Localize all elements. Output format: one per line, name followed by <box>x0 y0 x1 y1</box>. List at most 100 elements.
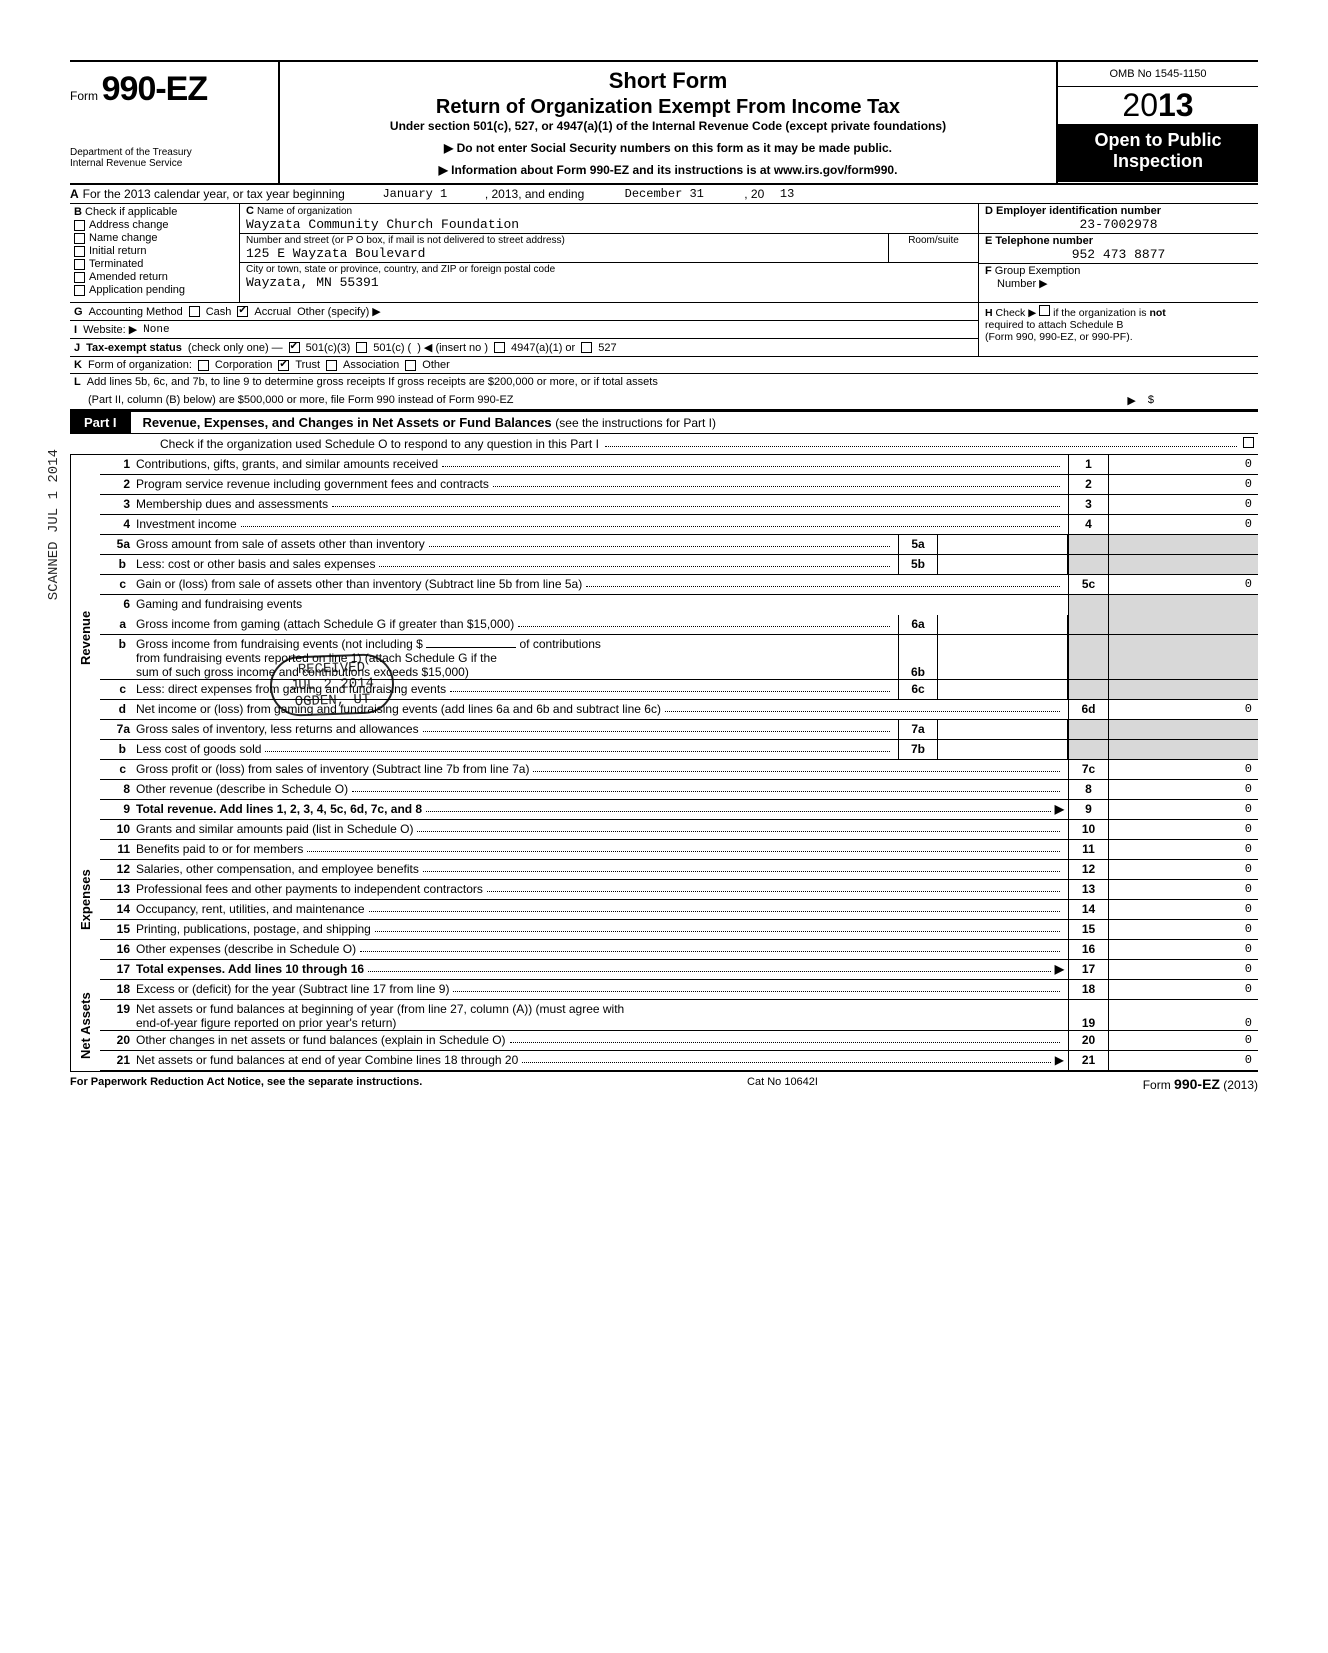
j-text: Tax-exempt status <box>86 342 182 354</box>
ln4-bn: 4 <box>1068 515 1108 534</box>
ln21-bn: 21 <box>1068 1051 1108 1070</box>
j-527-check[interactable] <box>581 342 592 353</box>
ln6b-d1: Gross income from fundraising events (no… <box>136 637 423 651</box>
ln6-num: 6 <box>100 595 136 615</box>
ln9-bn: 9 <box>1068 800 1108 819</box>
c-addr: 125 E Wayzata Boulevard <box>246 246 882 261</box>
col-def: D Employer identification number 23-7002… <box>978 204 1258 302</box>
form-header: Form 990-EZ Department of the Treasury I… <box>70 60 1258 185</box>
l-arrow: ▶ <box>1127 394 1135 407</box>
j-4947-check[interactable] <box>494 342 505 353</box>
checkbox-icon <box>74 285 85 296</box>
ln5b-val <box>938 555 1068 574</box>
j-o1: 501(c)(3) <box>306 342 351 354</box>
j-501c3-check[interactable] <box>289 342 300 353</box>
b-opt-4[interactable]: Amended return <box>74 271 235 283</box>
k-assoc-check[interactable] <box>326 360 337 371</box>
checkbox-icon <box>74 220 85 231</box>
c-label: C <box>246 205 254 217</box>
scanned-stamp: SCANNED JUL 1 2014 <box>46 449 62 600</box>
ln7c-num: c <box>100 760 136 779</box>
ln6d-desc: Net income or (loss) from gaming and fun… <box>136 702 661 719</box>
ln19-num: 19 <box>100 1000 136 1030</box>
room-suite: Room/suite <box>888 234 978 262</box>
part1-title: Revenue, Expenses, and Changes in Net As… <box>131 415 717 430</box>
checkbox-icon <box>74 259 85 270</box>
j-501c-check[interactable] <box>356 342 367 353</box>
short-form-title: Short Form <box>290 68 1046 94</box>
row-k: K Form of organization: Corporation Trus… <box>70 357 1258 374</box>
ln5b-box: 5b <box>898 555 938 574</box>
d-row: D Employer identification number 23-7002… <box>979 204 1258 234</box>
ln19-val: 0 <box>1108 1000 1258 1030</box>
h-text4: (Form 990, 990-EZ, or 990-PF). <box>985 331 1133 343</box>
ln9-num: 9 <box>100 800 136 819</box>
g-accrual: Accrual <box>254 306 291 318</box>
ln5c-num: c <box>100 575 136 594</box>
side-expenses: Expenses <box>70 820 100 980</box>
side-revenue: Revenue <box>70 455 100 820</box>
ln15-desc: Printing, publications, postage, and shi… <box>136 922 371 939</box>
ln8-val: 0 <box>1108 780 1258 799</box>
ln16-bn: 16 <box>1068 940 1108 959</box>
b-opt-5[interactable]: Application pending <box>74 284 235 296</box>
line-3: 3Membership dues and assessments30 <box>100 495 1258 515</box>
g-accrual-check[interactable] <box>237 306 248 317</box>
c-city-label: City or town, state or province, country… <box>246 264 972 275</box>
ln13-val: 0 <box>1108 880 1258 899</box>
ln12-val: 0 <box>1108 860 1258 879</box>
ln17-val: 0 <box>1108 960 1258 979</box>
netassets-section: Net Assets 18Excess or (deficit) for the… <box>70 980 1258 1071</box>
b-opt-2[interactable]: Initial return <box>74 245 235 257</box>
k-corp-check[interactable] <box>198 360 209 371</box>
footer-right: Form 990-EZ (2013) <box>1143 1076 1258 1092</box>
a-label: A <box>70 187 79 201</box>
j-note: (check only one) — <box>188 342 283 354</box>
h-check[interactable] <box>1039 305 1050 316</box>
ln21-num: 21 <box>100 1051 136 1070</box>
b-opt-3-label: Terminated <box>89 258 143 270</box>
ln9-val: 0 <box>1108 800 1258 819</box>
k-o3: Association <box>343 359 399 371</box>
c-name-label: Name of organization <box>257 206 352 217</box>
revenue-section: Revenue SCANNED JUL 1 2014 1Contribution… <box>70 455 1258 820</box>
ln17-num: 17 <box>100 960 136 979</box>
ln7c-bn: 7c <box>1068 760 1108 779</box>
sched-o-check[interactable] <box>1243 437 1254 448</box>
b-opt-0[interactable]: Address change <box>74 219 235 231</box>
k-other-check[interactable] <box>405 360 416 371</box>
ln12-desc: Salaries, other compensation, and employ… <box>136 862 419 879</box>
h-label: H <box>985 307 993 319</box>
j-o4: 527 <box>598 342 616 354</box>
ln6a-sh2 <box>1108 615 1258 634</box>
header-right: OMB No 1545-1150 2013 Open to Public Ins… <box>1058 62 1258 183</box>
ln6-sh2 <box>1108 595 1258 615</box>
ln7c-desc: Gross profit or (loss) from sales of inv… <box>136 762 529 779</box>
k-trust-check[interactable] <box>278 360 289 371</box>
ln5b-desc: Less: cost or other basis and sales expe… <box>136 557 375 574</box>
j-ins: ) ◀ (insert no ) <box>417 341 488 354</box>
b-opt-1[interactable]: Name change <box>74 232 235 244</box>
ln6c-sh2 <box>1108 680 1258 699</box>
ln11-val: 0 <box>1108 840 1258 859</box>
ln1-val: 0 <box>1108 455 1258 474</box>
c-name: Wayzata Community Church Foundation <box>246 217 972 232</box>
ln2-num: 2 <box>100 475 136 494</box>
line-12: 12Salaries, other compensation, and empl… <box>100 860 1258 880</box>
ln6a-sh <box>1068 615 1108 634</box>
ln6-desc: Gaming and fundraising events <box>136 597 302 615</box>
ln5a-num: 5a <box>100 535 136 554</box>
form-number: 990-EZ <box>102 70 208 108</box>
ln16-val: 0 <box>1108 940 1258 959</box>
b-opt-3[interactable]: Terminated <box>74 258 235 270</box>
ln13-num: 13 <box>100 880 136 899</box>
row-gh: G Accounting Method Cash Accrual Other (… <box>70 303 1258 357</box>
part1-header: Part I Revenue, Expenses, and Changes in… <box>70 410 1258 434</box>
part1-note: (see the instructions for Part I) <box>555 416 716 430</box>
line-19: 19Net assets or fund balances at beginni… <box>100 1000 1258 1031</box>
g-cash-check[interactable] <box>189 306 200 317</box>
checkbox-icon <box>74 246 85 257</box>
ln12-num: 12 <box>100 860 136 879</box>
open-1: Open to Public <box>1062 130 1254 151</box>
k-o1: Corporation <box>215 359 272 371</box>
